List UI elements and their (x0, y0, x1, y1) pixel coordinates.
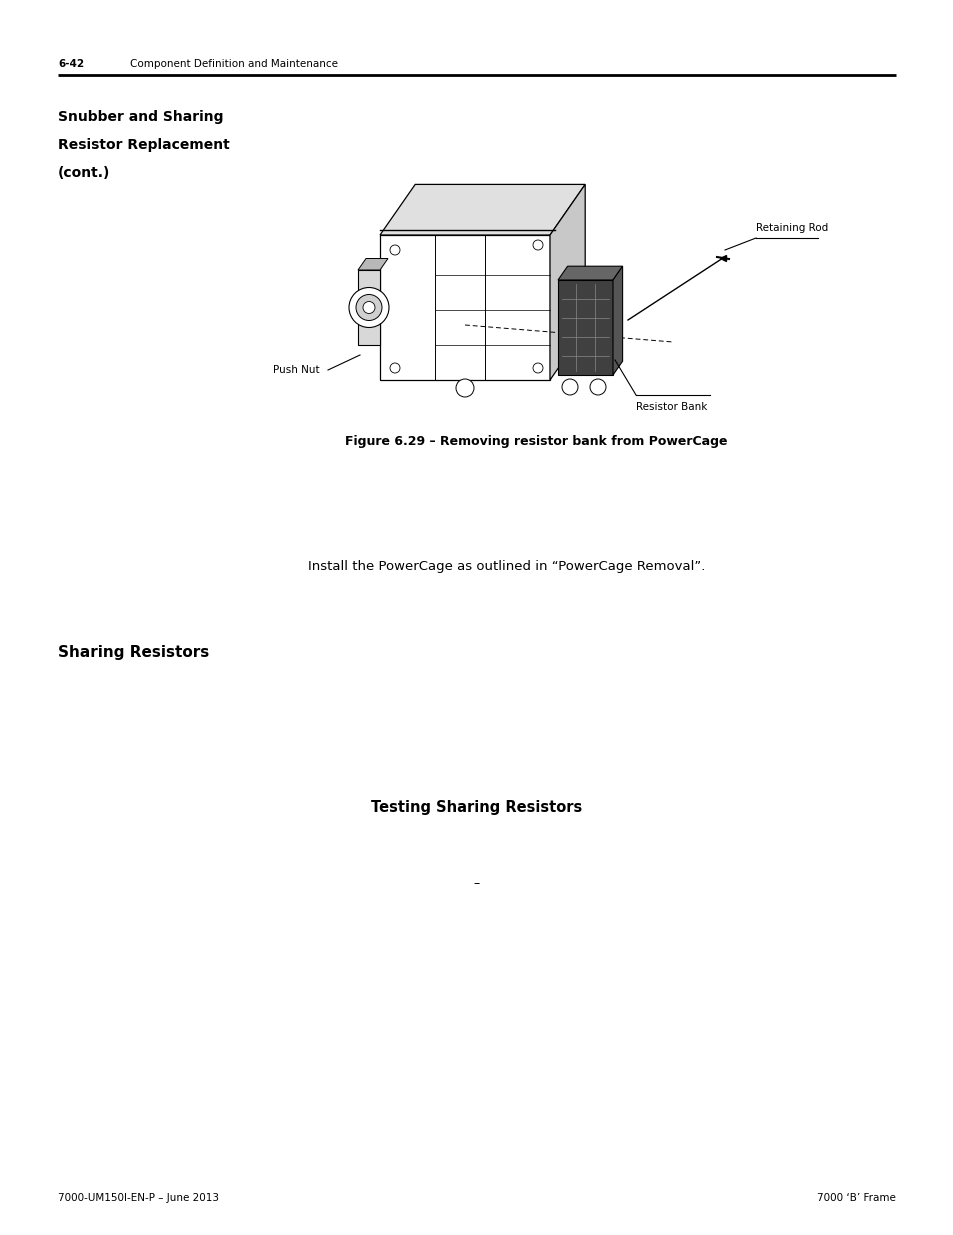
Polygon shape (379, 235, 550, 380)
Circle shape (349, 288, 389, 327)
Text: Sharing Resistors: Sharing Resistors (58, 645, 209, 659)
Text: Retaining Rod: Retaining Rod (755, 224, 827, 233)
Text: Testing Sharing Resistors: Testing Sharing Resistors (371, 800, 582, 815)
Text: Snubber and Sharing: Snubber and Sharing (58, 110, 223, 124)
Polygon shape (613, 267, 622, 375)
Circle shape (561, 379, 578, 395)
Polygon shape (357, 270, 379, 345)
Text: Push Nut: Push Nut (273, 366, 319, 375)
Text: 6-42: 6-42 (58, 59, 84, 69)
Circle shape (390, 245, 399, 254)
Circle shape (589, 379, 605, 395)
Text: 7000-UM150I-EN-P – June 2013: 7000-UM150I-EN-P – June 2013 (58, 1193, 219, 1203)
Text: Resistor Bank: Resistor Bank (636, 403, 706, 412)
Circle shape (533, 240, 542, 249)
Text: Component Definition and Maintenance: Component Definition and Maintenance (130, 59, 337, 69)
Polygon shape (357, 258, 388, 270)
Text: Install the PowerCage as outlined in “PowerCage Removal”.: Install the PowerCage as outlined in “Po… (308, 559, 705, 573)
Polygon shape (558, 280, 613, 375)
Circle shape (456, 379, 474, 396)
Polygon shape (379, 184, 584, 235)
Polygon shape (558, 267, 622, 280)
Circle shape (390, 363, 399, 373)
Text: Figure 6.29 – Removing resistor bank from PowerCage: Figure 6.29 – Removing resistor bank fro… (345, 435, 727, 448)
Text: 7000 ‘B’ Frame: 7000 ‘B’ Frame (817, 1193, 895, 1203)
Polygon shape (550, 184, 584, 380)
Circle shape (363, 301, 375, 314)
Text: (cont.): (cont.) (58, 165, 111, 180)
Text: –: – (474, 877, 479, 890)
Text: Resistor Replacement: Resistor Replacement (58, 138, 230, 152)
Circle shape (533, 363, 542, 373)
Circle shape (355, 294, 381, 321)
